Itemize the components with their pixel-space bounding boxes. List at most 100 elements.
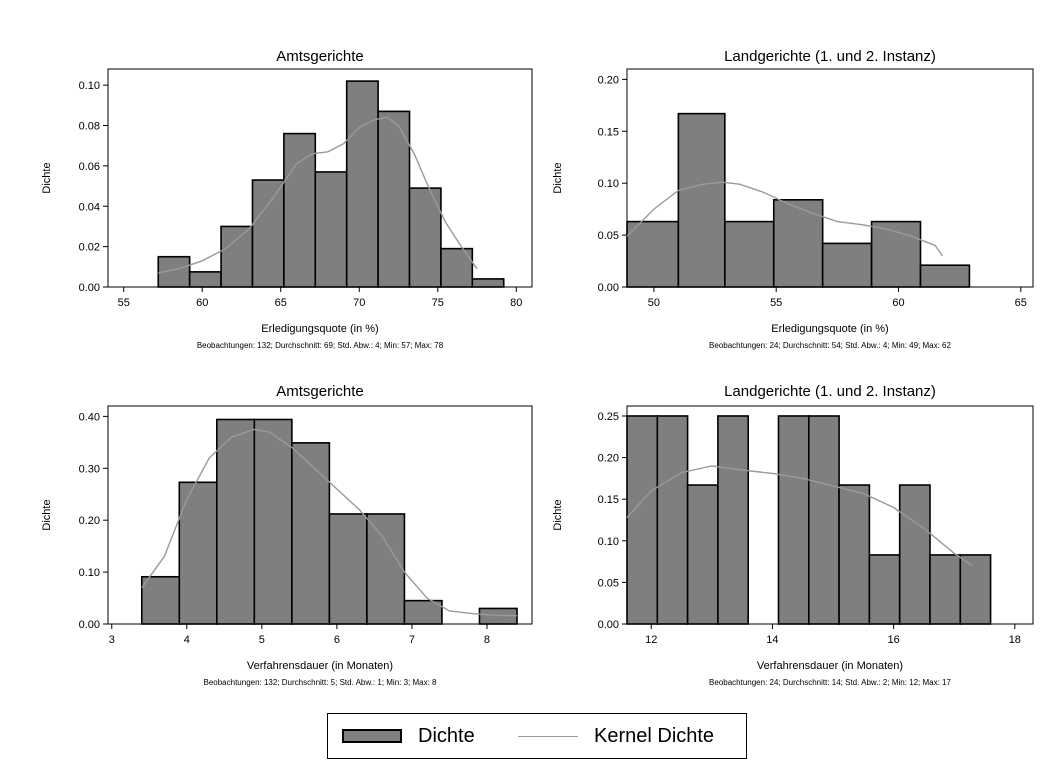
x-tick-label: 60	[196, 297, 208, 309]
chart-panel-1: 0.00 0.02 0.04 0.06 0.08 0.10 55 60 65 70 75 80 Amts…	[41, 48, 533, 350]
histogram-bar	[408, 187, 442, 288]
legend-label-kernel: Kernel Dichte	[594, 724, 715, 747]
x-tick-label: 3	[109, 634, 115, 646]
x-tick-label: 12	[645, 634, 657, 646]
legend-label-dichte: Dichte	[418, 724, 475, 747]
histogram-bar	[677, 112, 726, 288]
x-tick-label: 65	[275, 297, 287, 309]
summary-note: Beobachtungen: 24; Durchschnitt: 54; Std…	[709, 341, 951, 350]
chart-title: Landgerichte (1. und 2. Instanz)	[724, 48, 936, 65]
x-tick-label: 8	[484, 634, 490, 646]
x-tick-label: 70	[353, 297, 365, 309]
histogram-bar	[291, 442, 331, 625]
kernel-density-line	[626, 181, 944, 257]
histogram-bar	[686, 484, 719, 625]
histogram-bar	[898, 484, 931, 625]
histogram-bar	[838, 484, 871, 625]
histogram-bar	[220, 225, 254, 288]
y-tick-label: 0.15	[598, 494, 619, 506]
y-tick-label: 0.00	[79, 619, 100, 631]
y-tick-label: 0.20	[79, 515, 100, 527]
y-tick-label: 0.00	[79, 282, 100, 294]
summary-note: Beobachtungen: 132; Durchschnitt: 69; St…	[197, 341, 444, 350]
y-axis-label: Dichte	[41, 162, 53, 193]
summary-note: Beobachtungen: 132; Durchschnitt: 5; Std…	[203, 678, 437, 687]
histogram-bar	[283, 132, 317, 288]
histogram-bar	[328, 513, 368, 625]
summary-note: Beobachtungen: 24; Durchschnitt: 14; Std…	[709, 678, 951, 687]
histogram-bar	[626, 220, 680, 288]
chart-title: Amtsgerichte	[276, 383, 364, 400]
histogram-bar	[377, 110, 411, 288]
histogram-bar	[717, 415, 749, 625]
kernel-density-line	[158, 116, 478, 274]
y-tick-label: 0.20	[598, 453, 619, 465]
y-axis-label: Dichte	[552, 499, 564, 530]
chart-title: Amtsgerichte	[276, 48, 364, 65]
y-tick-label: 0.10	[79, 567, 100, 579]
kernel-density-line	[141, 428, 518, 617]
legend: Dichte Kernel Dichte	[327, 713, 747, 759]
x-tick-label: 75	[432, 297, 444, 309]
y-tick-label: 0.10	[598, 536, 619, 548]
histogram-bar	[366, 513, 406, 625]
histogram-bar	[724, 220, 775, 288]
histogram-bar	[314, 171, 348, 288]
histogram-bar	[772, 199, 824, 288]
y-tick-label: 0.25	[598, 411, 619, 423]
y-tick-label: 0.40	[79, 411, 100, 423]
histogram-bar	[471, 278, 505, 288]
x-axis-label: Verfahrensdauer (in Monaten)	[247, 660, 393, 672]
legend-swatch-bar	[342, 729, 402, 743]
x-tick-label: 55	[118, 297, 130, 309]
histogram-bar	[626, 415, 659, 625]
legend-item-dichte: Dichte	[342, 714, 475, 758]
x-tick-label: 16	[888, 634, 900, 646]
histogram-bar	[253, 418, 293, 625]
histogram-bar	[821, 242, 873, 288]
x-axis-label: Verfahrensdauer (in Monaten)	[757, 660, 903, 672]
histogram-bar	[656, 415, 689, 625]
x-tick-label: 80	[510, 297, 522, 309]
y-tick-label: 0.15	[598, 126, 619, 138]
y-tick-label: 0.10	[79, 80, 100, 92]
x-tick-label: 55	[770, 297, 782, 309]
chart-panel-4: 0.00 0.05 0.10 0.15 0.20 0.25 12 14 16 18 Landgeri…	[552, 383, 1034, 687]
x-tick-label: 60	[892, 297, 904, 309]
legend-swatch-line	[518, 735, 578, 737]
x-tick-label: 65	[1015, 297, 1027, 309]
histogram-bar	[807, 415, 840, 625]
x-axis-label: Erledigungsquote (in %)	[261, 323, 378, 335]
histogram-bar	[251, 179, 285, 288]
chart-panel-3: 0.00 0.10 0.20 0.30 0.40 3 4 5 6 7 8 Amtsgerichte Ve…	[41, 383, 533, 687]
y-tick-label: 0.06	[79, 161, 100, 173]
x-tick-label: 6	[334, 634, 340, 646]
histogram-bar	[929, 554, 962, 625]
x-tick-label: 7	[409, 634, 415, 646]
histogram-bar	[403, 599, 443, 625]
y-tick-label: 0.08	[79, 121, 100, 133]
y-tick-label: 0.02	[79, 242, 100, 254]
y-axis-label: Dichte	[552, 162, 564, 193]
x-tick-label: 50	[648, 297, 660, 309]
y-axis-label: Dichte	[41, 499, 53, 530]
histogram-bar	[959, 554, 992, 625]
histogram-bar	[345, 80, 379, 288]
histogram-bar	[777, 415, 810, 625]
histogram-bar	[188, 271, 222, 288]
y-tick-label: 0.10	[598, 178, 619, 190]
x-axis-label: Erledigungsquote (in %)	[771, 323, 888, 335]
histogram-bar	[140, 575, 181, 625]
kernel-density-line	[626, 465, 973, 567]
x-tick-label: 14	[766, 634, 778, 646]
chart-panel-2: 0.00 0.05 0.10 0.15 0.20 50 55 60 65 Landgerichte…	[552, 48, 1034, 350]
y-tick-label: 0.04	[79, 201, 100, 213]
histogram-bar	[478, 607, 518, 625]
y-tick-label: 0.00	[598, 282, 619, 294]
histogram-bar	[216, 418, 256, 625]
y-tick-label: 0.00	[598, 619, 619, 631]
histogram-bar	[868, 554, 901, 625]
x-tick-label: 18	[1009, 634, 1021, 646]
y-tick-label: 0.05	[598, 577, 619, 589]
